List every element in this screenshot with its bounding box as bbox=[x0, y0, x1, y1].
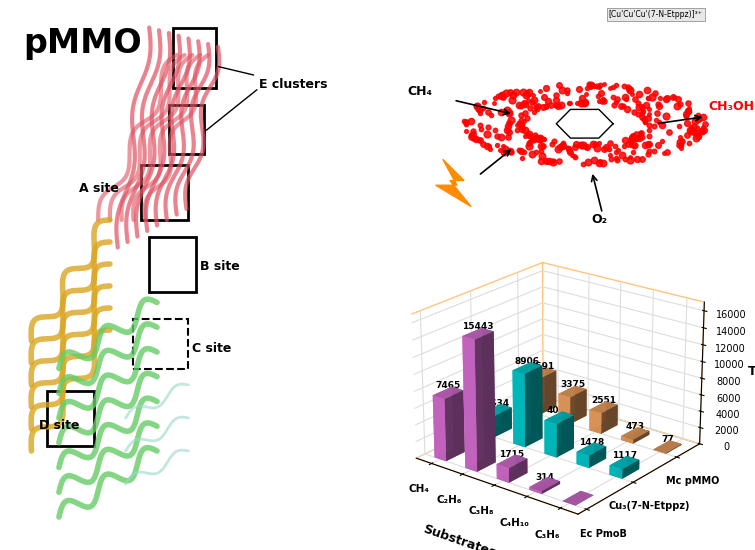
Text: E clusters: E clusters bbox=[219, 67, 328, 91]
Text: C site: C site bbox=[193, 342, 232, 355]
Text: pMMO: pMMO bbox=[23, 28, 142, 60]
Bar bbox=[47, 390, 94, 446]
Bar bbox=[141, 165, 189, 220]
Text: D site: D site bbox=[39, 419, 80, 432]
Text: O₂: O₂ bbox=[592, 213, 608, 226]
X-axis label: Substrates: Substrates bbox=[421, 523, 498, 550]
Text: CH₃OH: CH₃OH bbox=[709, 100, 755, 113]
Bar bbox=[149, 236, 196, 292]
Text: [Cu'Cu'Cu'(7-N-Etppz)]³⁺: [Cu'Cu'Cu'(7-N-Etppz)]³⁺ bbox=[609, 10, 703, 19]
Bar bbox=[134, 319, 189, 369]
Bar bbox=[169, 104, 204, 154]
Polygon shape bbox=[436, 160, 471, 206]
Text: CH₄: CH₄ bbox=[407, 85, 433, 98]
Bar bbox=[173, 28, 216, 88]
Text: B site: B site bbox=[200, 260, 240, 272]
Text: A site: A site bbox=[79, 183, 119, 195]
